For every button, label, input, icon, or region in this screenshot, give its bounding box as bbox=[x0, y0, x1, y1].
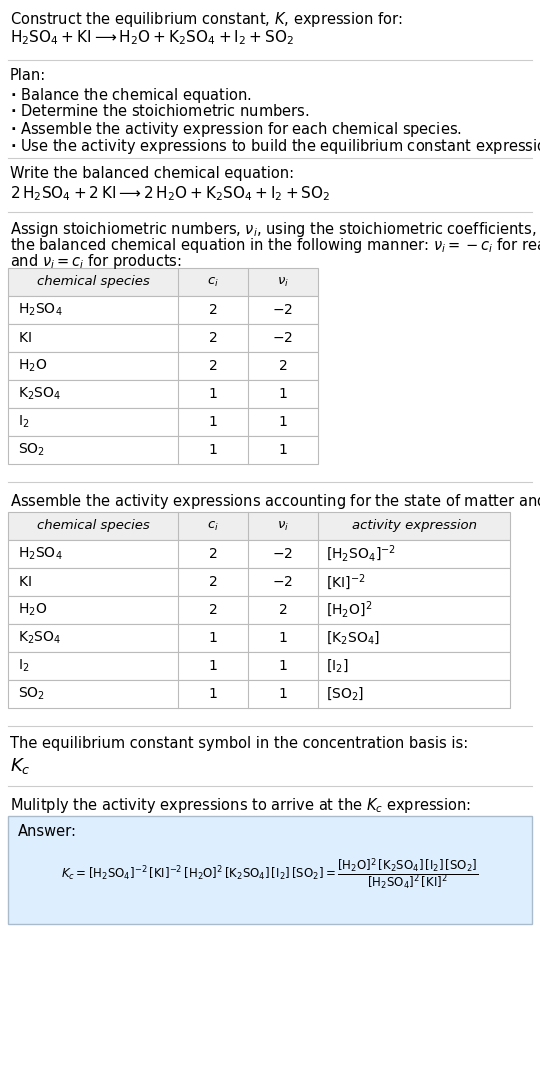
Text: 2: 2 bbox=[208, 359, 218, 373]
Text: 2: 2 bbox=[208, 603, 218, 617]
Text: 1: 1 bbox=[208, 387, 218, 401]
Text: 1: 1 bbox=[208, 687, 218, 701]
Bar bbox=[8, 296, 318, 324]
Text: $[\mathrm{H_2SO_4}]^{-2}$: $[\mathrm{H_2SO_4}]^{-2}$ bbox=[326, 544, 396, 564]
Text: $\mathrm{I_2}$: $\mathrm{I_2}$ bbox=[18, 414, 30, 430]
Text: Plan:: Plan: bbox=[10, 68, 46, 83]
Bar bbox=[8, 568, 510, 596]
Bar bbox=[8, 379, 318, 408]
Bar bbox=[8, 680, 510, 708]
Text: 1: 1 bbox=[208, 443, 218, 457]
Text: and $\nu_i = c_i$ for products:: and $\nu_i = c_i$ for products: bbox=[10, 252, 182, 271]
Text: $[\mathrm{H_2O}]^{2}$: $[\mathrm{H_2O}]^{2}$ bbox=[326, 600, 372, 620]
Text: $\mathrm{SO_2}$: $\mathrm{SO_2}$ bbox=[18, 442, 45, 458]
Text: $\mathrm{H_2SO_4}$: $\mathrm{H_2SO_4}$ bbox=[18, 302, 63, 318]
Text: activity expression: activity expression bbox=[352, 519, 476, 532]
Text: Answer:: Answer: bbox=[18, 825, 77, 838]
Text: Assemble the activity expressions accounting for the state of matter and $\nu_i$: Assemble the activity expressions accoun… bbox=[10, 492, 540, 511]
Text: Assign stoichiometric numbers, $\nu_i$, using the stoichiometric coefficients, $: Assign stoichiometric numbers, $\nu_i$, … bbox=[10, 220, 540, 239]
Bar bbox=[8, 324, 318, 352]
Text: $-2$: $-2$ bbox=[273, 331, 294, 345]
Text: $-2$: $-2$ bbox=[273, 575, 294, 589]
Text: 2: 2 bbox=[208, 547, 218, 561]
Text: $\nu_i$: $\nu_i$ bbox=[277, 275, 289, 288]
Text: $\mathrm{H_2O}$: $\mathrm{H_2O}$ bbox=[18, 602, 48, 618]
Text: 2: 2 bbox=[208, 331, 218, 345]
Text: $\boldsymbol{\cdot}$ Balance the chemical equation.: $\boldsymbol{\cdot}$ Balance the chemica… bbox=[10, 86, 252, 105]
Text: $-2$: $-2$ bbox=[273, 547, 294, 561]
Text: $\mathrm{K_2SO_4}$: $\mathrm{K_2SO_4}$ bbox=[18, 630, 61, 646]
Bar bbox=[8, 653, 510, 680]
Text: 2: 2 bbox=[208, 303, 218, 317]
Text: $\mathrm{I_2}$: $\mathrm{I_2}$ bbox=[18, 658, 30, 674]
Text: $\mathrm{H_2SO_4}+\mathrm{KI}\longrightarrow\mathrm{H_2O}+\mathrm{K_2SO_4}+\math: $\mathrm{H_2SO_4}+\mathrm{KI}\longrighta… bbox=[10, 28, 294, 46]
Bar bbox=[8, 408, 318, 436]
Text: The equilibrium constant symbol in the concentration basis is:: The equilibrium constant symbol in the c… bbox=[10, 736, 468, 751]
Text: chemical species: chemical species bbox=[37, 275, 150, 288]
Text: 1: 1 bbox=[208, 631, 218, 645]
Text: $2\,\mathrm{H_2SO_4}+2\,\mathrm{KI}\longrightarrow 2\,\mathrm{H_2O}+\mathrm{K_2S: $2\,\mathrm{H_2SO_4}+2\,\mathrm{KI}\long… bbox=[10, 184, 330, 203]
Text: $\nu_i$: $\nu_i$ bbox=[277, 519, 289, 532]
Text: $c_i$: $c_i$ bbox=[207, 519, 219, 532]
Text: the balanced chemical equation in the following manner: $\nu_i = -c_i$ for react: the balanced chemical equation in the fo… bbox=[10, 236, 540, 255]
Text: 1: 1 bbox=[279, 631, 287, 645]
Bar bbox=[8, 596, 510, 624]
Text: $K_c = [\mathrm{H_2SO_4}]^{-2}\,[\mathrm{KI}]^{-2}\,[\mathrm{H_2O}]^{2}\,[\mathr: $K_c = [\mathrm{H_2SO_4}]^{-2}\,[\mathrm… bbox=[61, 856, 479, 891]
Bar bbox=[8, 352, 318, 379]
Text: $\boldsymbol{\cdot}$ Determine the stoichiometric numbers.: $\boldsymbol{\cdot}$ Determine the stoic… bbox=[10, 103, 309, 119]
Text: $\mathrm{H_2SO_4}$: $\mathrm{H_2SO_4}$ bbox=[18, 546, 63, 562]
Text: $\boldsymbol{\cdot}$ Use the activity expressions to build the equilibrium const: $\boldsymbol{\cdot}$ Use the activity ex… bbox=[10, 137, 540, 156]
Text: Construct the equilibrium constant, $K$, expression for:: Construct the equilibrium constant, $K$,… bbox=[10, 10, 403, 29]
Text: 1: 1 bbox=[279, 415, 287, 429]
Text: Write the balanced chemical equation:: Write the balanced chemical equation: bbox=[10, 166, 294, 181]
Bar bbox=[8, 436, 318, 464]
Text: 2: 2 bbox=[279, 359, 287, 373]
Bar bbox=[8, 268, 318, 296]
Bar bbox=[8, 512, 510, 540]
Text: $[\mathrm{KI}]^{-2}$: $[\mathrm{KI}]^{-2}$ bbox=[326, 572, 366, 592]
Text: $-2$: $-2$ bbox=[273, 303, 294, 317]
Text: 1: 1 bbox=[208, 415, 218, 429]
Text: 1: 1 bbox=[279, 387, 287, 401]
Text: $\mathrm{KI}$: $\mathrm{KI}$ bbox=[18, 331, 32, 345]
Text: 1: 1 bbox=[279, 659, 287, 673]
Bar bbox=[8, 624, 510, 653]
Text: $\mathrm{K_2SO_4}$: $\mathrm{K_2SO_4}$ bbox=[18, 386, 61, 402]
Text: $\boldsymbol{\cdot}$ Assemble the activity expression for each chemical species.: $\boldsymbol{\cdot}$ Assemble the activi… bbox=[10, 120, 462, 139]
Text: $K_c$: $K_c$ bbox=[10, 756, 31, 776]
Text: $[\mathrm{K_2SO_4}]$: $[\mathrm{K_2SO_4}]$ bbox=[326, 630, 380, 646]
Text: chemical species: chemical species bbox=[37, 519, 150, 532]
Text: $[\mathrm{SO_2}]$: $[\mathrm{SO_2}]$ bbox=[326, 686, 364, 702]
Text: $\mathrm{H_2O}$: $\mathrm{H_2O}$ bbox=[18, 358, 48, 374]
Text: $c_i$: $c_i$ bbox=[207, 275, 219, 288]
Text: 1: 1 bbox=[208, 659, 218, 673]
Text: 1: 1 bbox=[279, 687, 287, 701]
Text: 2: 2 bbox=[279, 603, 287, 617]
Bar bbox=[8, 816, 532, 924]
Text: 2: 2 bbox=[208, 575, 218, 589]
Bar bbox=[8, 540, 510, 568]
Text: $\mathrm{SO_2}$: $\mathrm{SO_2}$ bbox=[18, 686, 45, 702]
Text: $[\mathrm{I_2}]$: $[\mathrm{I_2}]$ bbox=[326, 658, 348, 674]
Text: $\mathrm{KI}$: $\mathrm{KI}$ bbox=[18, 575, 32, 589]
Text: 1: 1 bbox=[279, 443, 287, 457]
Text: Mulitply the activity expressions to arrive at the $K_c$ expression:: Mulitply the activity expressions to arr… bbox=[10, 796, 471, 815]
